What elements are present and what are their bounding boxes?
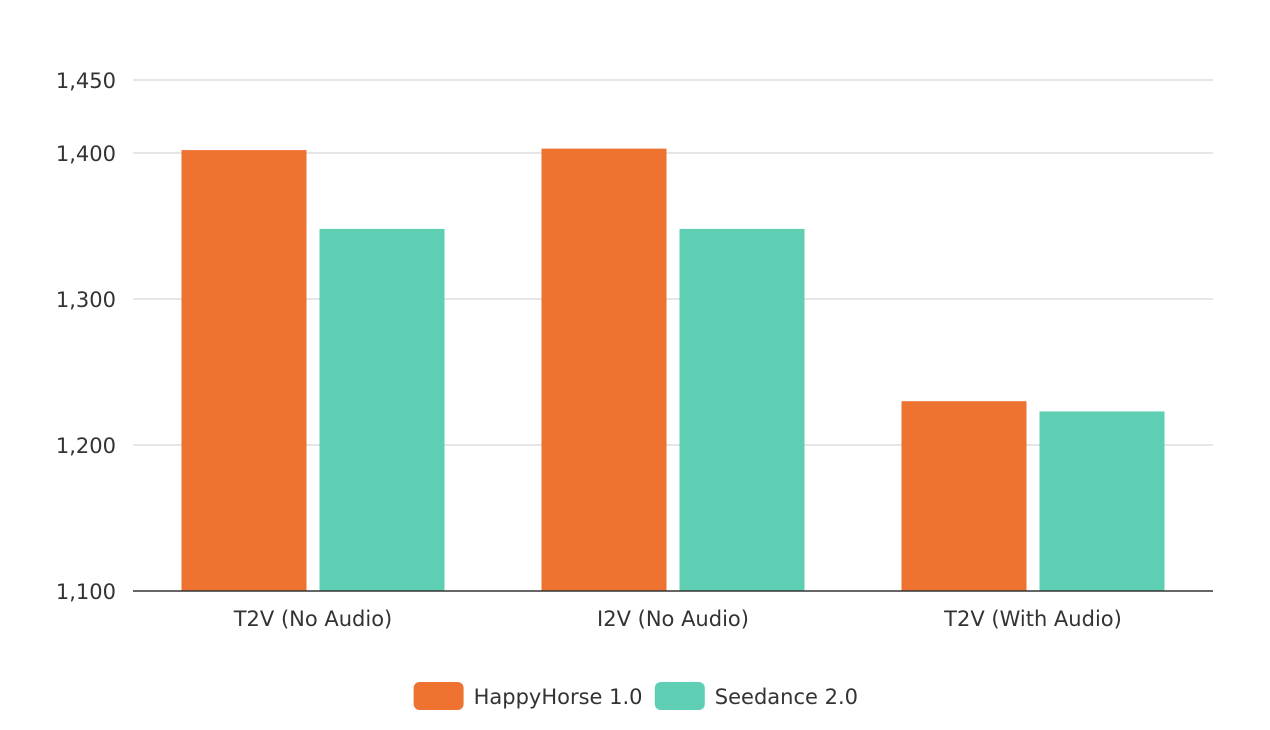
y-tick-label: 1,200 <box>56 434 116 458</box>
y-axis-ticks: 1,100 1,200 1,300 1,400 1,450 <box>56 69 116 604</box>
bar-seedance-0 <box>319 228 445 592</box>
legend-swatch-happyhorse <box>413 682 464 710</box>
y-tick-label: 1,100 <box>56 580 116 604</box>
x-axis-labels: T2V (No Audio) I2V (No Audio) T2V (With Au… <box>233 607 1122 631</box>
x-category-label: T2V (With Audio) <box>943 607 1122 631</box>
legend: HappyHorse 1.0 Seedance 2.0 <box>413 682 858 710</box>
legend-label: HappyHorse 1.0 <box>474 685 643 709</box>
bars <box>181 148 1165 592</box>
legend-label: Seedance 2.0 <box>715 685 858 709</box>
bar-happyhorse-2 <box>901 401 1027 591</box>
legend-swatch-seedance <box>654 682 705 710</box>
bar-seedance-1 <box>679 228 805 592</box>
x-category-label: T2V (No Audio) <box>233 607 393 631</box>
gridlines <box>133 79 1213 446</box>
y-tick-label: 1,300 <box>56 288 116 312</box>
bar-happyhorse-1 <box>541 148 667 591</box>
y-tick-label: 1,400 <box>56 142 116 166</box>
bar-seedance-2 <box>1039 411 1165 591</box>
bar-happyhorse-0 <box>181 150 307 591</box>
x-category-label: I2V (No Audio) <box>597 607 749 631</box>
y-tick-label: 1,450 <box>56 69 116 93</box>
